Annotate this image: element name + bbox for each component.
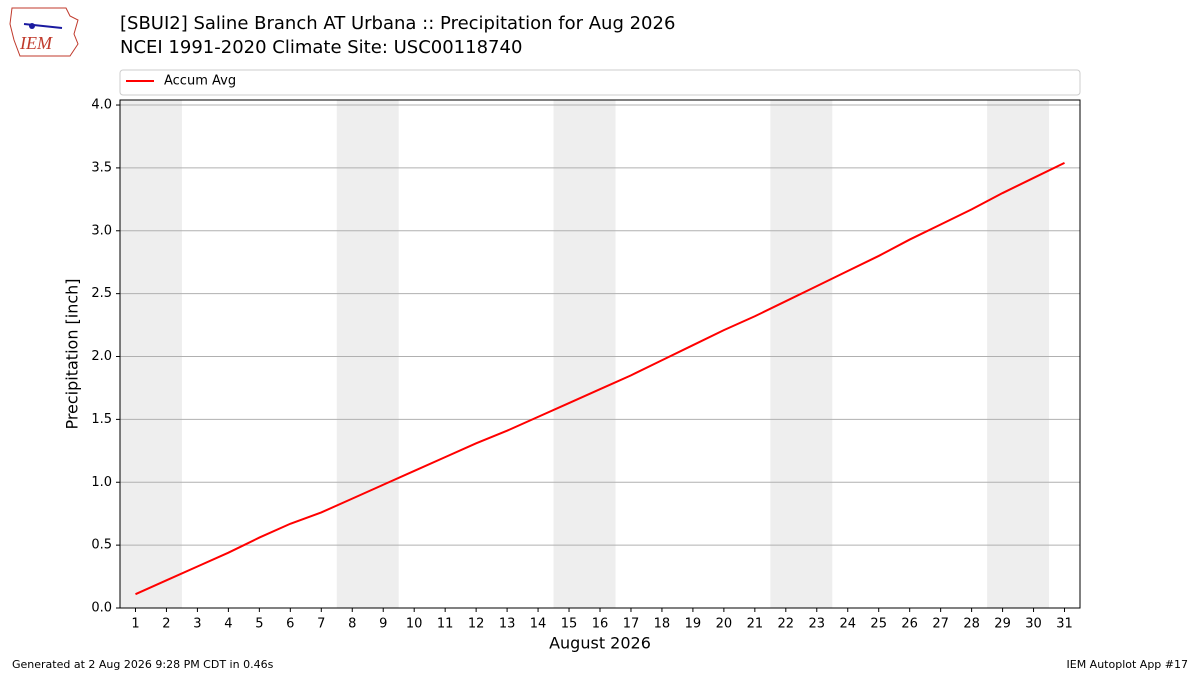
legend-label: Accum Avg <box>164 74 236 89</box>
logo-icon <box>29 23 35 29</box>
x-tick-label: 15 <box>561 617 578 632</box>
x-tick-label: 29 <box>994 617 1011 632</box>
legend-box <box>119 69 1081 96</box>
x-tick-label: 30 <box>1025 617 1042 632</box>
x-tick-label: 21 <box>747 617 764 632</box>
weekend-span <box>553 100 616 608</box>
y-tick-label: 2.5 <box>91 286 112 301</box>
y-tick-label: 2.0 <box>91 349 112 364</box>
x-tick-label: 10 <box>406 617 423 632</box>
logo: IEM <box>9 7 79 57</box>
plot-frame <box>119 99 1081 609</box>
weekend-span <box>987 100 1050 608</box>
x-tick-label: 4 <box>224 617 232 632</box>
weekend-span <box>336 100 399 608</box>
x-tick-label: 16 <box>592 617 609 632</box>
x-tick-label: 20 <box>716 617 733 632</box>
series-line <box>135 161 1065 596</box>
x-tick-label: 5 <box>255 617 263 632</box>
x-axis-label: August 2026 <box>549 634 651 653</box>
x-tick-label: 13 <box>499 617 516 632</box>
x-tick-label: 17 <box>623 617 640 632</box>
x-tick-label: 6 <box>286 617 294 632</box>
x-tick-label: 9 <box>379 617 387 632</box>
chart-title: [SBUI2] Saline Branch AT Urbana :: Preci… <box>120 13 675 34</box>
y-tick-label: 0.5 <box>91 538 112 553</box>
x-tick-label: 7 <box>317 617 325 632</box>
x-tick-label: 18 <box>654 617 671 632</box>
x-tick-label: 3 <box>193 617 201 632</box>
y-tick-label: 3.5 <box>91 160 112 175</box>
footer-left: Generated at 2 Aug 2026 9:28 PM CDT in 0… <box>12 658 274 671</box>
x-tick-label: 19 <box>685 617 702 632</box>
logo-outline <box>9 7 79 57</box>
y-axis-label: Precipitation [inch] <box>63 278 82 429</box>
y-tick-label: 3.0 <box>91 223 112 238</box>
x-tick-label: 22 <box>778 617 795 632</box>
x-tick-label: 28 <box>963 617 980 632</box>
weekend-span <box>770 100 833 608</box>
y-tick-label: 4.0 <box>91 98 112 113</box>
x-tick-label: 14 <box>530 617 547 632</box>
weekend-span <box>120 100 182 608</box>
x-tick-label: 24 <box>839 617 856 632</box>
x-tick-label: 2 <box>162 617 170 632</box>
x-tick-label: 25 <box>870 617 887 632</box>
x-tick-label: 23 <box>809 617 826 632</box>
x-tick-label: 31 <box>1056 617 1073 632</box>
footer-right: IEM Autoplot App #17 <box>1067 658 1189 671</box>
y-tick-label: 1.5 <box>91 412 112 427</box>
y-tick-label: 1.0 <box>91 475 112 490</box>
x-tick-label: 12 <box>468 617 485 632</box>
x-tick-label: 26 <box>901 617 918 632</box>
x-tick-label: 27 <box>932 617 949 632</box>
x-tick-label: 8 <box>348 617 356 632</box>
y-tick-label: 0.0 <box>91 601 112 616</box>
chart-subtitle: NCEI 1991-2020 Climate Site: USC00118740 <box>120 37 522 58</box>
x-tick-label: 11 <box>437 617 454 632</box>
logo-text: IEM <box>19 33 53 53</box>
x-tick-label: 1 <box>131 617 139 632</box>
